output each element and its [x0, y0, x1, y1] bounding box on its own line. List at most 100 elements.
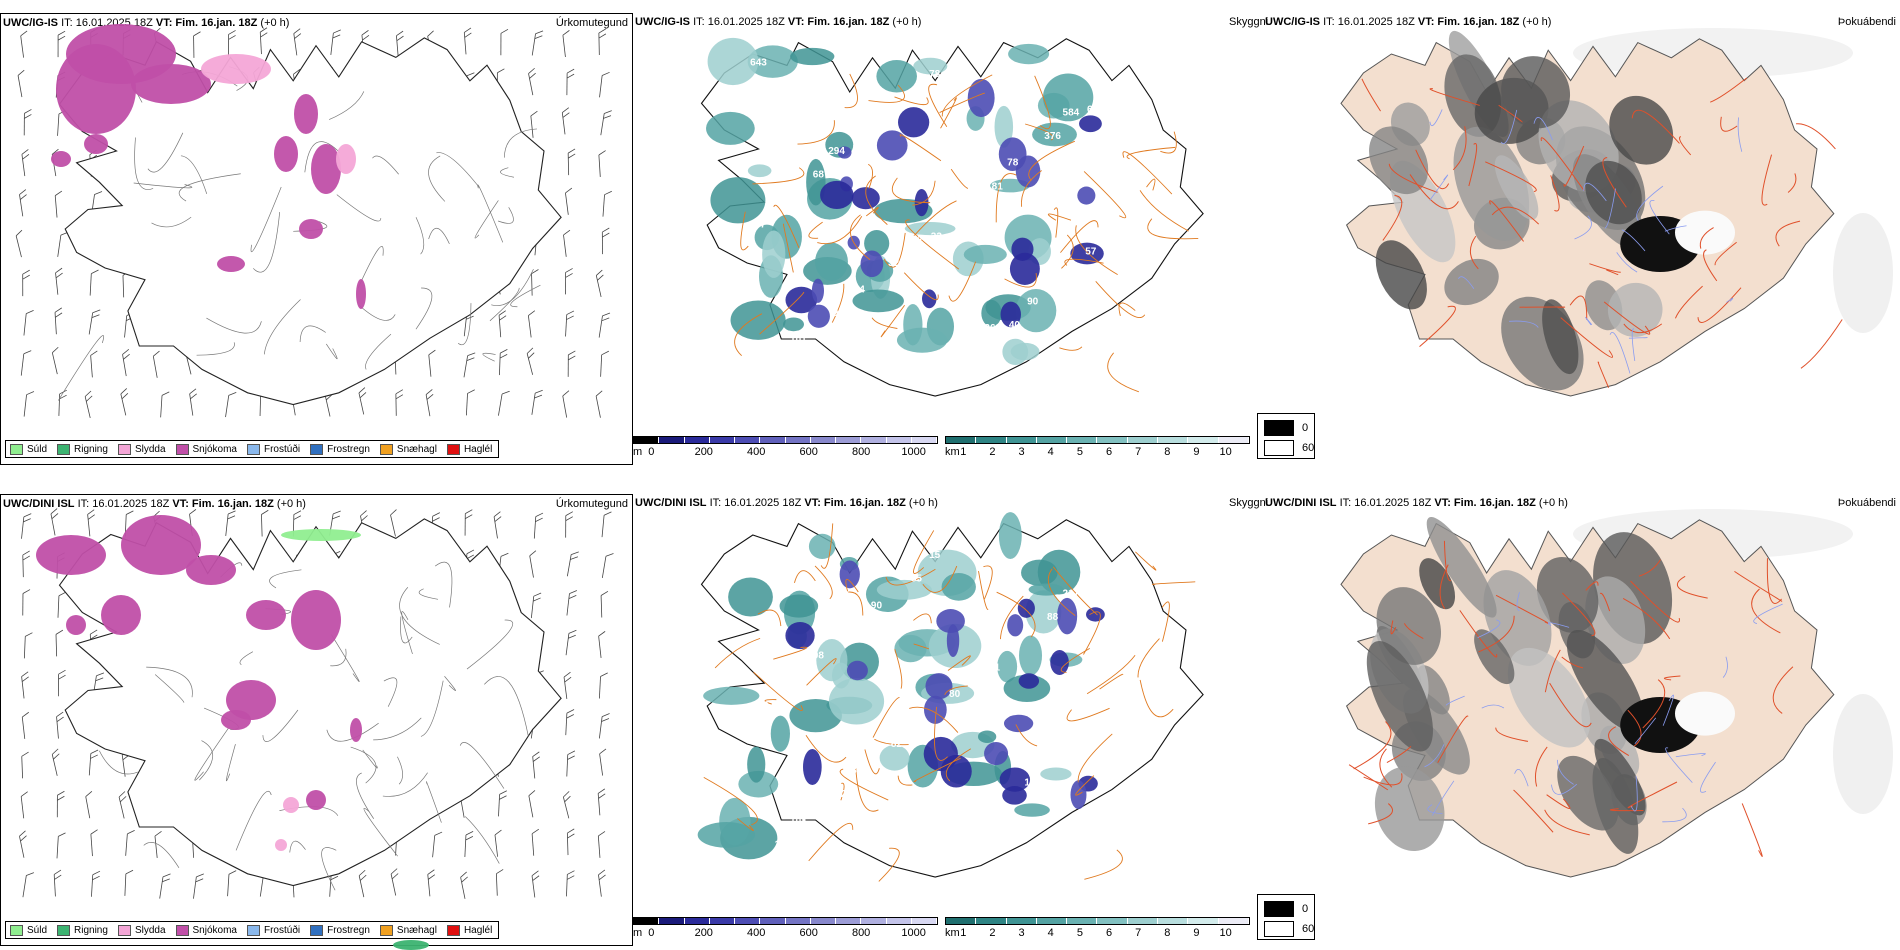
road — [817, 216, 863, 245]
colorbar-tick-label: 3 — [1018, 446, 1025, 458]
colorbar-tick-label: 7 — [1135, 927, 1142, 939]
road — [912, 180, 936, 206]
visibility-value-label: 91 — [989, 662, 1001, 673]
road — [948, 261, 977, 302]
road — [500, 167, 514, 178]
wind-barb — [566, 870, 575, 897]
legend-swatch — [57, 443, 71, 455]
road — [1772, 666, 1794, 714]
terrain-cell — [1000, 301, 1021, 328]
visibility-area — [762, 230, 786, 278]
road — [944, 685, 968, 696]
river — [1675, 753, 1706, 758]
wind-barb — [526, 347, 535, 375]
wind-barb — [84, 390, 93, 419]
visibility-area — [997, 650, 1018, 683]
fog-area — [1585, 160, 1642, 225]
visibility-value-label: 78 — [1007, 158, 1019, 169]
wind-barb — [600, 110, 612, 136]
wind-barb — [54, 190, 63, 218]
road — [1126, 146, 1176, 160]
road — [878, 847, 900, 882]
road — [941, 74, 993, 117]
road — [1059, 346, 1083, 351]
terrain-cell — [876, 130, 908, 161]
wind-barb — [499, 348, 508, 376]
visibility-area — [706, 111, 755, 145]
visibility-value-label: 376 — [1044, 131, 1061, 142]
legend-label: Rigning — [74, 443, 108, 455]
road — [1485, 161, 1537, 193]
road — [1761, 154, 1773, 206]
terrain-cell — [820, 180, 854, 210]
visibility-value-label: 106 — [770, 677, 787, 688]
wind-barb — [595, 269, 604, 298]
wind-barb — [563, 671, 572, 699]
road — [752, 167, 805, 185]
road — [996, 591, 1036, 638]
precip-area — [283, 797, 299, 813]
road — [764, 699, 777, 705]
precip-area — [101, 595, 141, 635]
road — [945, 748, 972, 782]
visibility-value-label: 101 — [790, 335, 807, 346]
fog-area — [1507, 647, 1591, 748]
road — [1443, 540, 1452, 582]
road — [897, 775, 913, 786]
visibility-area — [703, 686, 760, 705]
wind-barb — [493, 511, 502, 539]
wind-barb — [565, 187, 573, 215]
river — [1664, 225, 1687, 232]
road — [1495, 594, 1550, 625]
wind-barb — [599, 748, 607, 776]
legend-item: Slydda — [117, 924, 166, 936]
road — [1083, 171, 1127, 219]
road — [757, 609, 782, 627]
colorbar-strip — [633, 917, 938, 925]
terrain-cell — [998, 137, 1027, 171]
road — [1627, 709, 1642, 747]
road — [428, 155, 446, 202]
wind-barb — [228, 30, 236, 57]
road — [1025, 123, 1054, 141]
road — [1751, 588, 1781, 634]
wind-barb — [498, 390, 510, 416]
fog-area — [1566, 629, 1644, 732]
visibility-area — [994, 105, 1014, 148]
terrain-cell — [1017, 598, 1035, 618]
road — [794, 570, 816, 583]
colorbar-tick-label: 1000 — [901, 927, 926, 939]
colorbar-tick-label: 7 — [1135, 446, 1142, 458]
fog-area — [1474, 629, 1515, 685]
road — [1083, 611, 1101, 655]
road — [1099, 673, 1124, 690]
road — [491, 268, 534, 307]
river — [1533, 117, 1553, 141]
road — [154, 674, 185, 703]
road — [1544, 809, 1590, 836]
visibility-value-label: 158 — [1024, 777, 1041, 788]
legend-swatch — [175, 443, 189, 455]
visibility-value-label: 82 — [891, 739, 903, 750]
colorbar-tick-label: 400 — [747, 927, 766, 939]
road — [1028, 140, 1076, 181]
river — [1477, 619, 1501, 638]
visibility-value-label: 33 — [931, 231, 943, 242]
colorbar-tick-label: 9 — [1193, 927, 1200, 939]
road — [357, 246, 384, 289]
road — [894, 96, 929, 106]
road — [147, 132, 184, 173]
wind-barb — [120, 388, 129, 416]
wind-barb — [21, 711, 29, 739]
terrain-cell — [803, 748, 822, 786]
road — [922, 565, 958, 593]
wind-barb — [390, 868, 399, 896]
road — [1642, 679, 1666, 729]
road — [1000, 595, 1024, 640]
road — [336, 194, 382, 222]
road — [805, 735, 847, 763]
wind-barb — [500, 28, 509, 56]
road — [1766, 558, 1782, 604]
wind-barb — [530, 110, 538, 138]
river — [1481, 704, 1505, 709]
